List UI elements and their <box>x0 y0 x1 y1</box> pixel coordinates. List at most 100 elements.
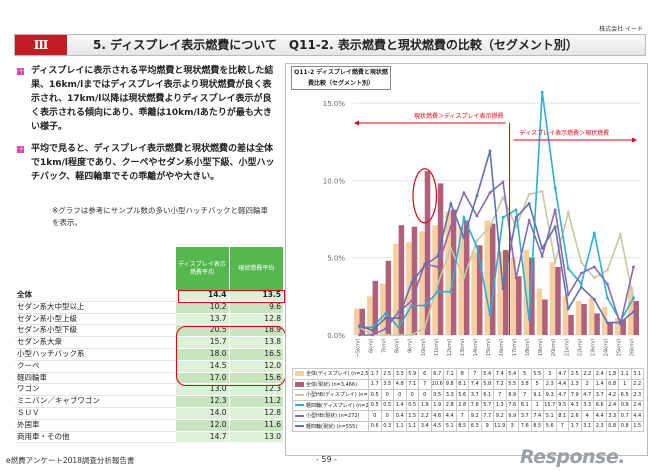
series-point <box>540 189 544 193</box>
data-cell: 8.1 <box>555 410 569 422</box>
data-cell: 2.5 <box>568 368 582 380</box>
data-cell: 5 <box>518 368 532 380</box>
x-tick-label: 18km/l <box>525 339 531 356</box>
company-name: 株式会社 イード <box>599 26 643 33</box>
x-tick-label: 10km/l <box>421 339 427 356</box>
display-value: 14.5 <box>174 360 229 373</box>
data-cell: 4.4 <box>630 410 644 422</box>
data-cell: 0 <box>393 389 407 401</box>
series-point <box>397 325 401 329</box>
data-cell: 0.9 <box>618 399 632 411</box>
series-point <box>501 287 505 290</box>
data-cell: 2 <box>580 378 594 390</box>
data-cell: 9.5 <box>555 399 569 411</box>
series-point <box>371 333 374 337</box>
series-point <box>527 192 531 196</box>
bullet-text: ディスプレイに表示される平均燃費と現状燃費を比較した結果、16km/lまではディ… <box>31 66 274 132</box>
display-value: 14.7 <box>174 431 229 444</box>
data-cell: 5.1 <box>443 420 457 432</box>
display-value: 20.5 <box>174 324 229 338</box>
data-cell: 15.7 <box>543 399 557 411</box>
data-cell: 4.5 <box>430 420 444 432</box>
data-cell: 2.8 <box>455 399 469 411</box>
data-cell: 7.6 <box>468 399 482 411</box>
series-name: 小型HB(ディスプレイ) (n=214) <box>306 392 368 399</box>
series-point <box>632 296 635 300</box>
data-cell: 3.3 <box>580 399 594 411</box>
actual-value: 18.9 <box>228 324 283 338</box>
series-point <box>462 191 466 195</box>
data-cell: 0.4 <box>393 410 407 422</box>
series-point <box>619 233 622 236</box>
data-cell: 5.1 <box>543 410 557 422</box>
legend-swatch <box>295 393 304 396</box>
data-table-row: 軽四輪(ディスプレイ) (n=211)0.50.51.40.51.91.92.8… <box>292 399 644 411</box>
data-cell: 0.5 <box>368 399 382 411</box>
data-cell: 1.9 <box>430 399 444 411</box>
bar <box>627 287 634 335</box>
series-point <box>475 239 479 243</box>
line-bar-chart: 0.0% 5.0% 10.0% 15.0% ~5km/l 6km/l 7km/l 8km/l 9… <box>323 90 640 357</box>
data-cell: 9.1 <box>530 389 544 401</box>
bar <box>581 304 587 335</box>
row-label: ミニバン／キャブワゴン <box>15 395 175 408</box>
series-name: 全体(ディスプレイ) (n=2,501) <box>306 371 369 378</box>
data-cell: 4.4 <box>443 410 457 422</box>
legend-swatch <box>295 414 304 417</box>
series-point <box>410 281 414 284</box>
data-cell: 5.8 <box>480 378 494 390</box>
x-tick-label: 6km/l <box>369 339 375 353</box>
series-point <box>592 276 596 280</box>
series-legend: 全体(現状) (n=3,466) <box>292 378 369 390</box>
x-tick-label: 12km/l <box>447 339 453 356</box>
data-cell: 4.6 <box>430 410 444 422</box>
bar <box>555 266 561 335</box>
series-line <box>359 150 635 332</box>
chart-title: Q11-2 ディスプレイ燃費と現状燃費比較（セグメント別） <box>291 66 391 90</box>
series-point <box>514 225 518 229</box>
data-cell: 9.9 <box>505 410 519 422</box>
table-row: セダン系大衆 15.7 13.8 <box>15 336 283 349</box>
series-point <box>527 202 531 205</box>
data-cell: 8 <box>455 368 469 380</box>
bar <box>568 314 574 335</box>
series-point <box>371 325 374 329</box>
footer-report-name: e燃費アンケート2018調査分析報告書 <box>6 456 135 465</box>
bar <box>354 308 360 335</box>
series-point <box>384 333 388 337</box>
row-label: セダン系大衆 <box>15 336 175 349</box>
bar <box>516 276 522 335</box>
data-cell: 0.6 <box>368 420 382 432</box>
y-tick-label: 5.0% <box>327 255 345 263</box>
data-cell: 6.7 <box>430 368 444 380</box>
bar <box>497 251 504 335</box>
row-label: クーペ <box>15 360 175 373</box>
data-cell: 5.5 <box>530 368 544 380</box>
data-cell: 3.4 <box>418 420 432 432</box>
x-tick-label: 17km/l <box>512 339 518 356</box>
annotation-left: 現状燃費＞ディスプレイ表示燃費 <box>414 112 504 120</box>
series-line <box>359 180 635 336</box>
display-value: 10.2 <box>174 301 229 314</box>
data-cell: 4.7 <box>555 368 569 380</box>
series-point <box>475 214 479 218</box>
series-point <box>540 246 544 250</box>
data-cell: 2.3 <box>630 389 644 401</box>
x-tick-label: 11km/l <box>434 339 440 356</box>
series-point <box>566 307 570 311</box>
data-cell: 5.7 <box>480 399 494 411</box>
data-cell: 8.9 <box>505 389 519 401</box>
data-cell: 1.1 <box>393 420 407 432</box>
x-tick-label: 20km/l <box>551 339 557 356</box>
series-point <box>449 246 453 250</box>
series-legend: 小型HB(ディスプレイ) (n=214) <box>292 389 369 401</box>
table-row: 外国車 12.0 11.6 <box>15 419 283 432</box>
data-table-row: 全体(現状) (n=3,466) 1.7 3.5 4.8 7.1 7 10.6 9.8 8.1 7… <box>292 378 644 390</box>
series-point <box>501 180 505 184</box>
data-cell: 1 <box>530 399 544 411</box>
series-point <box>501 216 505 219</box>
series-point <box>553 260 557 264</box>
bullet-text: 平均で見ると、ディスプレイ表示燃費と現状燃費の差は全体で1km/l程度であり、ク… <box>31 144 275 182</box>
data-cell: 5.9 <box>405 368 419 380</box>
series-point <box>423 325 427 329</box>
